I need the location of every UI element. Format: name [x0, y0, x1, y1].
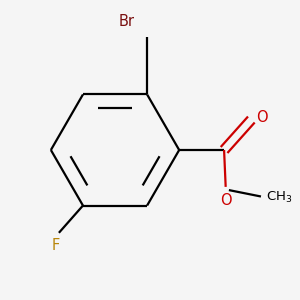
Text: O: O [220, 193, 232, 208]
Text: F: F [52, 238, 60, 253]
Text: Br: Br [118, 14, 134, 29]
Text: CH$_3$: CH$_3$ [266, 190, 292, 205]
Text: O: O [256, 110, 268, 125]
